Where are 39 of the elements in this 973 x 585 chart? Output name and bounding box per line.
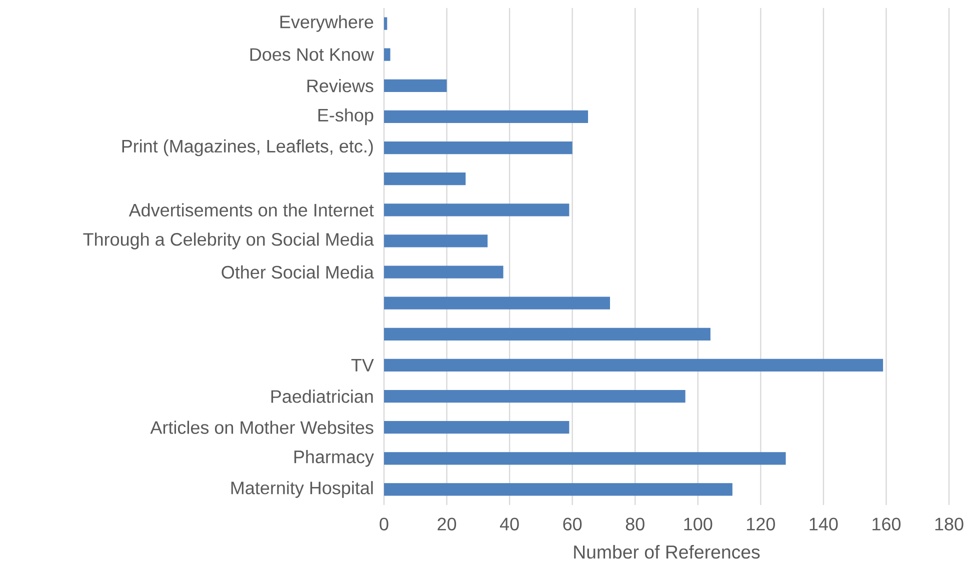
- bar: [384, 234, 488, 248]
- bar: [384, 110, 588, 124]
- y-tick-label: E-shop: [318, 108, 374, 126]
- bar: [384, 421, 570, 434]
- bar: [384, 79, 447, 92]
- y-tick-label: Advertisements on the Internet: [128, 203, 374, 217]
- y-tick-label: Print (Magazines, Leaflets, etc.): [122, 139, 373, 156]
- x-tick-label: 140: [810, 518, 838, 530]
- bar: [384, 452, 786, 465]
- x-tick-label: 80: [626, 518, 644, 530]
- x-tick-label: 100: [684, 518, 712, 530]
- y-tick-label: Paediatrician: [271, 390, 373, 403]
- bar: [384, 390, 686, 403]
- y-tick-label: Articles on Mother Websites: [150, 420, 374, 434]
- y-tick-label: Other Social Media: [222, 265, 374, 279]
- bar: [384, 172, 466, 186]
- bar: [384, 296, 610, 310]
- y-tick-label: Maternity Hospital: [231, 481, 373, 498]
- bar: [384, 204, 570, 216]
- y-tick-label: Through a Celebrity on Social Media: [83, 232, 374, 250]
- x-tick-label: 60: [563, 518, 582, 530]
- bar: [384, 48, 390, 61]
- x-tick-label: 160: [872, 518, 901, 530]
- x-tick-label: 120: [747, 518, 775, 530]
- x-tick-label: 20: [438, 518, 456, 530]
- bar: [384, 266, 504, 278]
- bar: [384, 483, 732, 496]
- bar: [384, 358, 884, 372]
- x-tick-label: 40: [500, 518, 519, 530]
- x-tick-label: 0: [380, 518, 388, 530]
- y-tick-label: Everywhere: [280, 15, 374, 32]
- bar: [384, 141, 572, 154]
- y-tick-label: Does Not Know: [250, 48, 374, 61]
- y-tick-label: Pharmacy: [294, 450, 374, 467]
- y-tick-label: TV: [351, 359, 374, 372]
- y-tick-label: Reviews: [307, 79, 374, 92]
- x-tick-label: 180: [935, 518, 964, 530]
- bar: [384, 328, 710, 340]
- x-axis-title: Number of References: [574, 544, 760, 559]
